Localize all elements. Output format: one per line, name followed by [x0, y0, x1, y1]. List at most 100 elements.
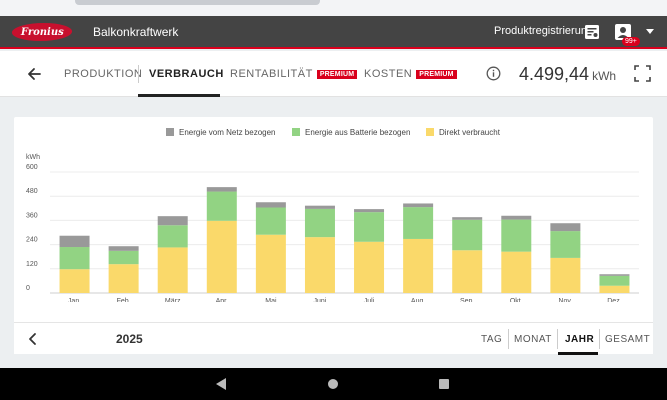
- y-tick-label: 120: [26, 261, 38, 268]
- period-divider: [557, 329, 558, 349]
- period-monat[interactable]: MONAT: [514, 334, 552, 345]
- period-divider: [599, 329, 600, 349]
- tab-label: PRODUKTION: [64, 68, 143, 80]
- bar-segment: [304, 208, 335, 238]
- x-tick-label: Juli: [364, 298, 375, 302]
- fronius-logo: Fronius: [10, 23, 74, 41]
- bar-segment: [452, 219, 483, 251]
- nav-recents-icon[interactable]: [439, 379, 449, 389]
- y-tick-label: 360: [26, 212, 38, 219]
- bar-segment: [206, 220, 237, 293]
- bar-segment: [354, 209, 385, 213]
- legend-swatch: [292, 128, 300, 136]
- y-tick-label: 600: [26, 164, 38, 171]
- bar-segment: [59, 247, 90, 270]
- bar-segment: [550, 223, 581, 232]
- bar-segment: [157, 216, 188, 226]
- legend-item-direct: Direkt verbraucht: [426, 128, 500, 137]
- product-registration-link[interactable]: Produktregistrierung: [494, 25, 594, 37]
- bar-segment: [206, 191, 237, 221]
- fullscreen-icon[interactable]: [634, 65, 651, 82]
- tab-verbrauch[interactable]: VERBRAUCH: [149, 68, 224, 80]
- x-tick-label: Dez.: [607, 298, 621, 302]
- bar-segment: [501, 215, 532, 220]
- x-tick-label: Feb.: [117, 298, 131, 302]
- premium-badge: PREMIUM: [316, 70, 358, 79]
- total-unit: kWh: [592, 69, 617, 83]
- x-tick-label: Sep.: [460, 298, 474, 302]
- status-bar-handle: [75, 0, 320, 5]
- legend-label: Energie aus Batterie bezogen: [305, 128, 411, 137]
- x-tick-label: Apr.: [216, 298, 229, 302]
- user-icon[interactable]: [614, 23, 632, 41]
- bar-segment: [501, 251, 532, 293]
- x-tick-label: Jan.: [68, 298, 81, 302]
- x-tick-label: Juni: [314, 298, 327, 302]
- tab-bar: PRODUKTION VERBRAUCH RENTABILITÄT PREMIUM…: [0, 51, 667, 97]
- consumption-bar-chart: kWh 0 120 240 360 480 600 Jan. Feb. März Apr. Mai Ju…: [26, 154, 639, 302]
- period-tag[interactable]: TAG: [481, 334, 503, 345]
- bar-segment: [304, 205, 335, 209]
- info-icon[interactable]: [486, 66, 501, 81]
- bar-segment: [550, 231, 581, 258]
- period-jahr[interactable]: JAHR: [565, 334, 595, 345]
- y-tick-label: 480: [26, 188, 38, 195]
- legend-swatch: [166, 128, 174, 136]
- period-gesamt[interactable]: GESAMT: [605, 334, 651, 345]
- x-tick-label: März: [165, 298, 181, 302]
- selected-year: 2025: [116, 332, 143, 346]
- logo-text: Fronius: [20, 26, 64, 38]
- tab-label: KOSTEN: [364, 68, 413, 80]
- x-tick-label: Okt.: [510, 298, 523, 302]
- total-value: 4.499,44: [519, 64, 590, 84]
- tab-kosten[interactable]: KOSTEN PREMIUM: [364, 68, 457, 80]
- bar-segment: [108, 250, 139, 265]
- bar-segment: [599, 274, 630, 276]
- chevron-down-icon[interactable]: [646, 29, 654, 34]
- bar-segment: [403, 203, 434, 208]
- registration-icon[interactable]: [584, 24, 600, 40]
- app-title: Balkonkraftwerk: [93, 25, 179, 39]
- y-axis-label: kWh: [26, 154, 40, 161]
- legend-label: Direkt verbraucht: [439, 128, 500, 137]
- tab-label: VERBRAUCH: [149, 68, 224, 80]
- nav-back-icon[interactable]: [216, 378, 226, 390]
- legend-item-grid: Energie vom Netz bezogen: [166, 128, 276, 137]
- bar-segment: [59, 235, 90, 248]
- bar-segment: [108, 264, 139, 293]
- chart-card: Energie vom Netz bezogen Energie aus Bat…: [14, 117, 653, 354]
- bar-segment: [255, 207, 286, 235]
- bar-segment: [304, 237, 335, 293]
- bar-segment: [403, 207, 434, 239]
- bar-segment: [255, 202, 286, 208]
- nav-home-icon[interactable]: [328, 379, 338, 389]
- chart-legend: Energie vom Netz bezogen Energie aus Bat…: [14, 128, 653, 142]
- system-nav-bar: [0, 368, 667, 400]
- bar-segment: [206, 187, 237, 192]
- total-energy: 4.499,44 kWh: [519, 64, 616, 85]
- legend-swatch: [426, 128, 434, 136]
- legend-label: Energie vom Netz bezogen: [179, 128, 276, 137]
- notification-badge: 99+: [622, 37, 640, 46]
- bar-segment: [59, 269, 90, 293]
- bar-segment: [501, 219, 532, 252]
- tab-label: RENTABILITÄT: [230, 68, 313, 80]
- bar-segment: [550, 257, 581, 293]
- y-tick-label: 240: [26, 237, 38, 244]
- x-tick-label: Nov.: [558, 298, 572, 302]
- tab-rentabilitaet[interactable]: RENTABILITÄT PREMIUM: [230, 68, 358, 80]
- bar-segment: [157, 225, 188, 248]
- premium-badge: PREMIUM: [416, 70, 457, 79]
- bar-segment: [354, 241, 385, 293]
- chevron-left-icon[interactable]: [26, 332, 40, 346]
- tab-produktion[interactable]: PRODUKTION: [64, 68, 142, 80]
- arrow-left-icon[interactable]: [24, 64, 44, 84]
- status-bar: [0, 0, 667, 16]
- bar-segment: [255, 234, 286, 293]
- period-selector: 2025 TAG MONAT JAHR GESAMT: [14, 322, 653, 355]
- bar-segment: [452, 250, 483, 293]
- x-tick-label: Aug.: [411, 298, 425, 302]
- tab-divider: [138, 65, 139, 83]
- app-bar: Fronius Balkonkraftwerk Produktregistrie…: [0, 16, 667, 49]
- active-tab-indicator: [138, 94, 220, 97]
